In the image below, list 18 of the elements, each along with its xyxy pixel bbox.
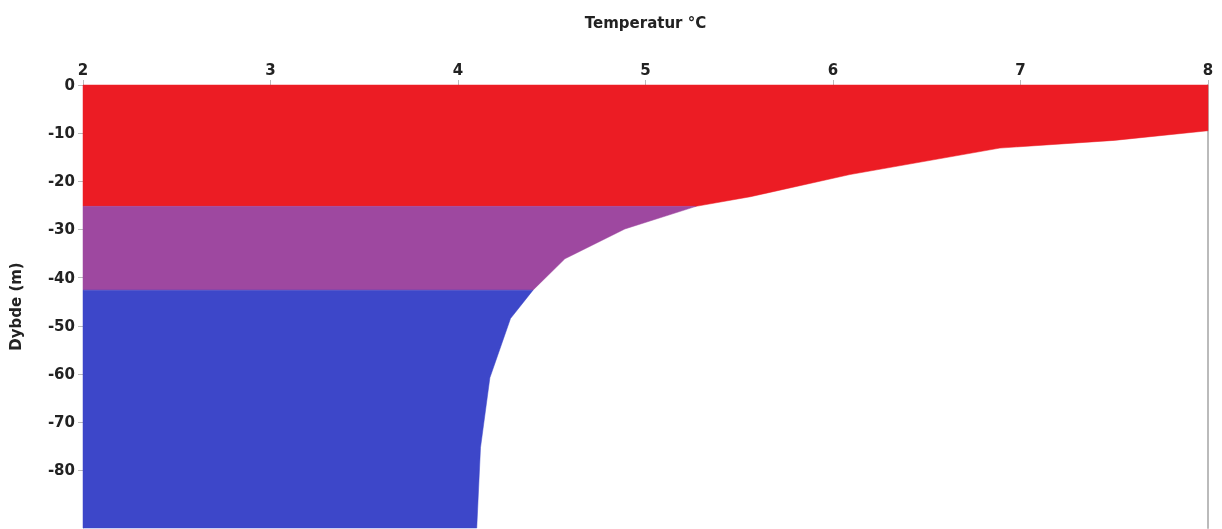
y-tick-label: -30: [47, 220, 75, 239]
y-tick-label: -60: [47, 364, 75, 383]
y-axis-title: Dybde (m): [6, 262, 25, 351]
y-tick-label: -70: [47, 413, 75, 432]
x-tick-label: 5: [640, 60, 651, 79]
y-tick-label: -50: [47, 316, 75, 335]
x-tick-label: 4: [452, 60, 464, 79]
x-tick-label: 7: [1015, 60, 1026, 79]
x-tick-label: 2: [77, 60, 89, 79]
x-tick-label: 8: [1202, 60, 1214, 79]
y-tick-label: -80: [47, 461, 75, 480]
x-tick-label: 6: [827, 60, 839, 79]
x-axis-title: Temperatur °C: [584, 13, 707, 32]
y-tick-label: 0: [64, 76, 75, 94]
y-tick-label: -10: [47, 124, 75, 143]
y-tick-label: -40: [47, 268, 75, 287]
y-tick-label: -20: [47, 172, 75, 191]
x-tick-label: 3: [265, 60, 276, 79]
